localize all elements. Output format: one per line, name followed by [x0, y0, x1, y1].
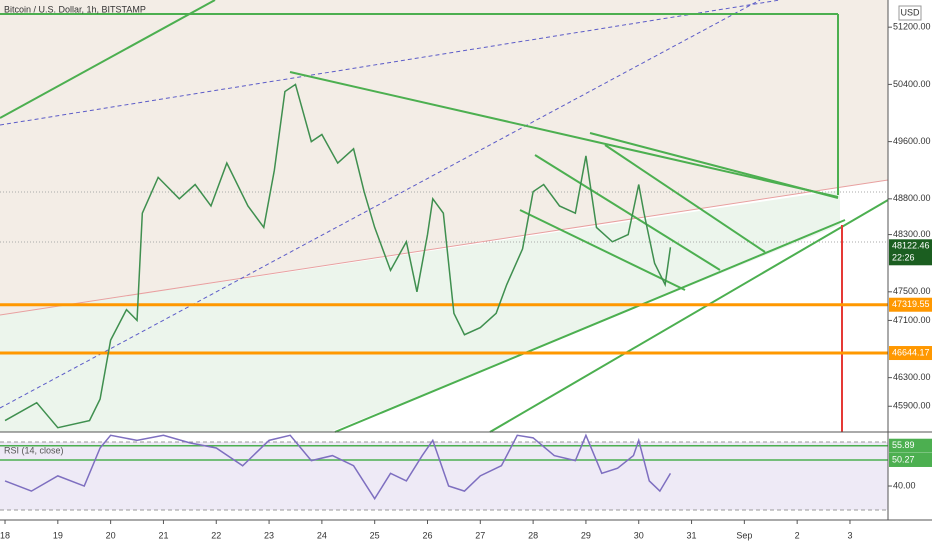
- rsi-band: [0, 442, 888, 510]
- x-tick-label: 23: [264, 530, 274, 540]
- x-tick-label: 25: [370, 530, 380, 540]
- trend-line: [0, 0, 781, 126]
- trend-line: [0, 179, 889, 316]
- zone: [0, 190, 840, 432]
- x-tick-label: 21: [158, 530, 168, 540]
- x-tick-label: 20: [106, 530, 116, 540]
- trend-line: [604, 144, 766, 253]
- x-tick-label: 2: [795, 530, 800, 540]
- x-tick-label: 3: [847, 530, 852, 540]
- trend-line: [519, 209, 686, 291]
- x-tick-label: 24: [317, 530, 327, 540]
- level-label: 55.89: [892, 440, 915, 450]
- y-tick-label: 46300.00: [893, 372, 931, 382]
- price-line: [4, 83, 672, 429]
- y-tick-label: 45900.00: [893, 401, 931, 411]
- currency[interactable]: USD: [900, 7, 920, 17]
- trend-line: [0, 0, 216, 119]
- trend-line: [289, 71, 839, 198]
- level-label: 47319.55: [892, 299, 930, 309]
- trend-line: [334, 219, 846, 433]
- y-tick-label: 49600.00: [893, 136, 931, 146]
- price-line: [4, 433, 672, 501]
- trend-line: [534, 154, 721, 271]
- x-tick-label: Sep: [736, 530, 752, 540]
- level-marker: [889, 438, 932, 453]
- countdown: 22:26: [892, 253, 915, 263]
- y-tick-label: 48300.00: [893, 229, 931, 239]
- x-tick-label: 30: [634, 530, 644, 540]
- rsi-title: RSI (14, close): [4, 445, 64, 455]
- level-marker: [889, 452, 932, 467]
- drawings: [0, 0, 889, 511]
- x-tick-label: 28: [528, 530, 538, 540]
- level-marker: [889, 297, 932, 312]
- currency-box[interactable]: [898, 5, 922, 21]
- last-marker: [889, 239, 932, 266]
- x-tick-label: 29: [581, 530, 591, 540]
- last-price: 48122.46: [892, 241, 930, 251]
- y-tick-label: 40.00: [893, 480, 916, 490]
- x-tick-label: 18: [0, 530, 10, 540]
- y-tick-label: 47500.00: [893, 286, 931, 296]
- x-tick-label: 26: [422, 530, 432, 540]
- x-tick-label: 27: [475, 530, 485, 540]
- chart-title: Bitcoin / U.S. Dollar, 1h, BITSTAMP: [4, 4, 146, 14]
- trend-line: [589, 132, 839, 199]
- y-tick-label: 51200.00: [893, 22, 931, 32]
- x-tick-label: 19: [53, 530, 63, 540]
- level-label: 46644.17: [892, 347, 930, 357]
- trend-line: [489, 199, 889, 433]
- x-tick-label: 31: [687, 530, 697, 540]
- y-tick-label: 50400.00: [893, 79, 931, 89]
- y-tick-label: 47100.00: [893, 315, 931, 325]
- zone: [0, 0, 888, 315]
- level-label: 50.27: [892, 454, 915, 464]
- trend-line: [0, 0, 761, 409]
- y-tick-label: 48800.00: [893, 193, 931, 203]
- x-tick-label: 22: [211, 530, 221, 540]
- level-marker: [889, 346, 932, 361]
